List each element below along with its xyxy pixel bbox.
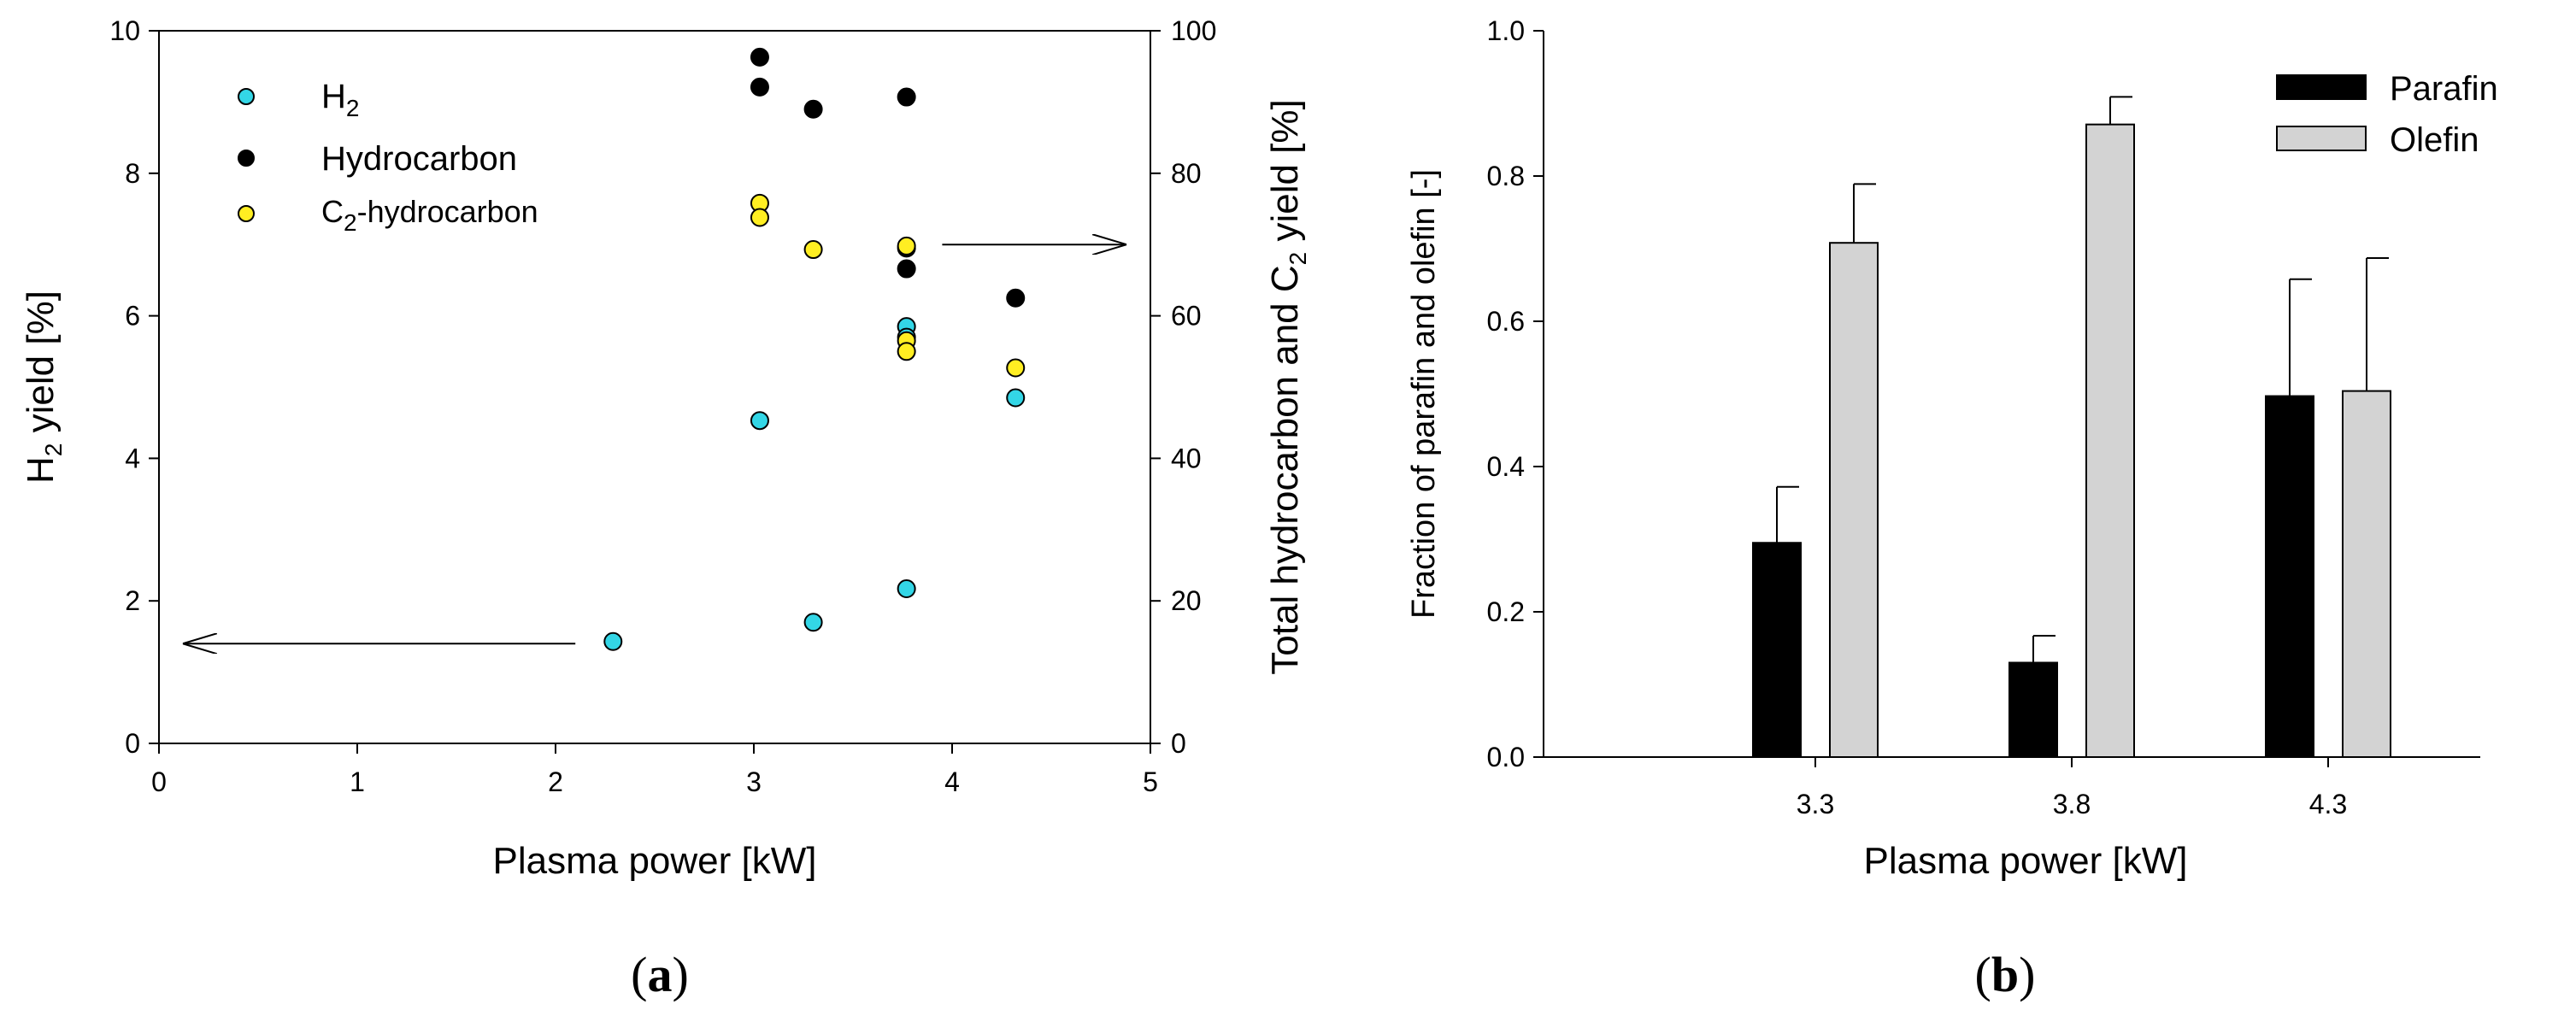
bar-parafin: [2265, 395, 2314, 758]
legend-swatch-parafin: [2276, 74, 2367, 100]
right-y-tick-label: 40: [1171, 443, 1202, 473]
x-tick-label: 4: [944, 766, 960, 797]
legend-marker-h2: [238, 88, 255, 105]
data-point-h2: [803, 613, 823, 632]
panel-a-plot-frame: [158, 30, 1151, 744]
data-point-h2: [897, 579, 916, 599]
right-y-tick-label: 60: [1171, 301, 1202, 332]
y-tick-label: 0.0: [1487, 742, 1525, 772]
y-tick-label: 0.4: [1487, 451, 1525, 482]
y-tick-label: 0: [125, 728, 140, 759]
x-tick-label: 3.3: [1797, 789, 1834, 819]
y-tick-label: 0.6: [1487, 306, 1525, 337]
legend-label-olefin: Olefin: [2390, 121, 2479, 159]
panel-b-x-axis-title: Plasma power [kW]: [1864, 840, 2188, 882]
right-y-tick-label: 100: [1171, 15, 1216, 46]
panel-b-label: (b): [1975, 947, 2036, 1002]
right-y-tick-label: 0: [1171, 728, 1186, 759]
y-tick-label: 2: [125, 585, 140, 616]
data-point-hydrocarbon: [750, 47, 769, 67]
panel-b-x-ticks: 3.3 3.8 4.3: [1797, 757, 2347, 819]
bar-parafin: [2008, 661, 2058, 758]
legend-label-hydrocarbon: Hydrocarbon: [321, 140, 517, 178]
data-point-h2: [750, 411, 769, 431]
legend-marker-c2-hydrocarbon: [238, 205, 255, 222]
panel-a-x-axis-title: Plasma power [kW]: [493, 840, 817, 882]
x-tick-label: 4.3: [2309, 789, 2347, 819]
x-tick-label: 2: [548, 766, 563, 797]
legend-label-parafin: Parafin: [2390, 70, 2498, 108]
data-point-c2-hydrocarbon: [897, 236, 916, 255]
data-point-h2: [1006, 388, 1026, 408]
data-point-h2: [603, 631, 623, 651]
bar-olefin: [2085, 123, 2135, 758]
data-point-c2-hydrocarbon: [750, 208, 769, 227]
legend-label-c2-hydrocarbon: C2-hydrocarbon: [321, 194, 538, 236]
y-tick-label: 10: [109, 15, 140, 46]
data-point-c2-hydrocarbon: [803, 240, 823, 260]
data-point-hydrocarbon: [897, 87, 916, 107]
data-point-c2-hydrocarbon: [1006, 358, 1026, 378]
panel-b-bars: [1752, 96, 2391, 758]
panel-a-legend: H2 Hydrocarbon C2-hydrocarbon: [238, 78, 538, 236]
panel-a-left-y-ticks: 0 2 4 6 8 10: [109, 15, 159, 759]
panel-b-y-axis-title: Fraction of parafin and olefin [-]: [1406, 169, 1442, 619]
data-point-hydrocarbon: [1006, 288, 1026, 308]
y-tick-label: 8: [125, 158, 140, 189]
bar-parafin: [1752, 542, 1802, 758]
x-tick-label: 3.8: [2053, 789, 2091, 819]
y-tick-label: 0.2: [1487, 596, 1525, 627]
panel-a-right-y-axis-title: Total hydrocarbon and C2 yield [%]: [1264, 99, 1311, 675]
panel-a-arrows: [182, 244, 1127, 643]
data-point-c2-hydrocarbon: [897, 342, 916, 361]
data-point-hydrocarbon: [803, 99, 823, 119]
panel-b-bar: 0.0 0.2 0.4 0.6 0.8 1.0 3.3 3.8 4.3 Parafin Ole…: [1406, 15, 2498, 1002]
right-y-tick-label: 80: [1171, 158, 1202, 189]
right-y-tick-label: 20: [1171, 585, 1202, 616]
data-point-hydrocarbon: [897, 259, 916, 279]
y-tick-label: 0.8: [1487, 161, 1525, 191]
data-point-hydrocarbon: [750, 77, 769, 97]
x-tick-label: 1: [350, 766, 365, 797]
panel-b-legend: Parafin Olefin: [2276, 70, 2498, 159]
legend-swatch-olefin: [2276, 126, 2367, 151]
x-tick-label: 3: [746, 766, 762, 797]
y-tick-label: 4: [125, 443, 140, 473]
panel-a-points: [603, 47, 1026, 651]
panel-a-x-ticks: 0 1 2 3 4 5: [151, 743, 1158, 797]
legend-marker-hydrocarbon: [238, 150, 255, 167]
x-tick-label: 5: [1143, 766, 1158, 797]
panel-a-scatter: 0 1 2 3 4 5 0 2 4 6 8 10 0 20 40 60 80 100 H2 Hydrocarb…: [20, 15, 1311, 1002]
y-tick-label: 1.0: [1487, 15, 1525, 46]
legend-label-h2: H2: [321, 78, 359, 121]
bar-olefin: [2342, 390, 2391, 758]
bar-olefin: [1829, 242, 1879, 758]
panel-a-left-y-axis-title: H2 yield [%]: [20, 291, 67, 484]
y-tick-label: 6: [125, 301, 140, 332]
panel-a-label: (a): [631, 947, 689, 1002]
panel-a-right-y-ticks: 0 20 40 60 80 100: [1150, 15, 1216, 759]
panel-b-y-ticks: 0.0 0.2 0.4 0.6 0.8 1.0: [1487, 15, 1544, 772]
x-tick-label: 0: [151, 766, 167, 797]
